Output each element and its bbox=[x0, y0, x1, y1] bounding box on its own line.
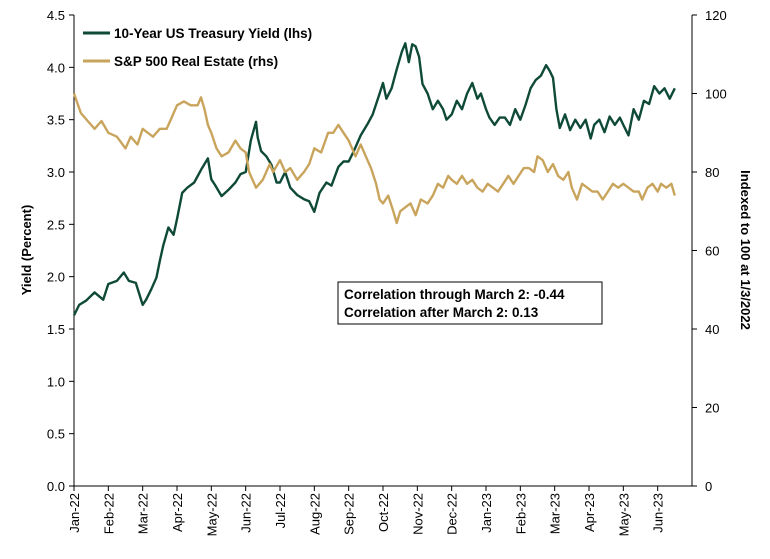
x-tick-label: Apr-23 bbox=[582, 493, 597, 532]
x-tick-label: May-22 bbox=[204, 493, 219, 536]
x-tick-label: Jul-22 bbox=[273, 493, 288, 528]
left-tick-label: 0.0 bbox=[47, 479, 65, 494]
x-tick-label: Jun-23 bbox=[651, 493, 666, 533]
series-layer bbox=[72, 42, 676, 316]
x-tick-label: Jan-23 bbox=[479, 493, 494, 533]
left-y-ticks: 0.0 0.5 1.0 1.5 2.0 2.5 3.0 3.5 4.0 4.5 bbox=[47, 8, 74, 494]
x-tick-label: Mar-23 bbox=[548, 493, 563, 534]
x-tick-label: Mar-22 bbox=[136, 493, 151, 534]
left-axis-title: Yield (Percent) bbox=[19, 205, 34, 296]
x-tick-label: May-23 bbox=[616, 493, 631, 536]
right-tick-label: 120 bbox=[705, 8, 727, 23]
right-axis-title: Indexed to 100 at 1/3/2022 bbox=[738, 170, 753, 330]
treasury-yield-line bbox=[72, 42, 676, 316]
left-tick-label: 2.5 bbox=[47, 217, 65, 232]
x-tick-label: Apr-22 bbox=[170, 493, 185, 532]
left-tick-label: 1.5 bbox=[47, 322, 65, 337]
annotation-line-2: Correlation after March 2: 0.13 bbox=[344, 305, 539, 320]
legend: 10-Year US Treasury Yield (lhs) S&P 500 … bbox=[83, 26, 312, 69]
right-tick-label: 100 bbox=[705, 87, 727, 102]
right-tick-label: 20 bbox=[705, 401, 719, 416]
annotation-line-1: Correlation through March 2: -0.44 bbox=[344, 287, 565, 302]
right-tick-label: 60 bbox=[705, 244, 719, 259]
x-tick-label: Jan-22 bbox=[67, 493, 82, 533]
x-tick-label: Sep-22 bbox=[342, 493, 357, 535]
x-tick-label: Feb-22 bbox=[101, 493, 116, 534]
left-tick-label: 4.0 bbox=[47, 60, 65, 75]
x-ticks: Jan-22 Feb-22 Mar-22 Apr-22 May-22 Jun-22 Jul-… bbox=[67, 486, 666, 536]
x-tick-label: Dec-22 bbox=[445, 493, 460, 535]
annotation-box bbox=[337, 281, 603, 325]
left-tick-label: 3.5 bbox=[47, 113, 65, 128]
x-tick-label: Aug-22 bbox=[307, 493, 322, 535]
legend-label-treasury: 10-Year US Treasury Yield (lhs) bbox=[114, 26, 312, 41]
left-tick-label: 0.5 bbox=[47, 427, 65, 442]
left-tick-label: 2.0 bbox=[47, 270, 65, 285]
x-tick-label: Feb-23 bbox=[513, 493, 528, 534]
x-tick-label: Jun-22 bbox=[239, 493, 254, 533]
left-tick-label: 1.0 bbox=[47, 374, 65, 389]
x-tick-label: Oct-22 bbox=[376, 493, 391, 532]
correlation-annotation: Correlation through March 2: -0.44 Corre… bbox=[337, 281, 603, 325]
right-tick-label: 0 bbox=[705, 479, 712, 494]
legend-label-real-estate: S&P 500 Real Estate (rhs) bbox=[114, 54, 278, 69]
right-tick-label: 40 bbox=[705, 322, 719, 337]
x-tick-label: Nov-22 bbox=[410, 493, 425, 535]
real-estate-index-line bbox=[72, 93, 676, 225]
left-tick-label: 3.0 bbox=[47, 165, 65, 180]
right-tick-label: 80 bbox=[705, 165, 719, 180]
right-y-ticks: 0 20 40 60 80 100 120 bbox=[692, 8, 727, 494]
left-tick-label: 4.5 bbox=[47, 8, 65, 23]
